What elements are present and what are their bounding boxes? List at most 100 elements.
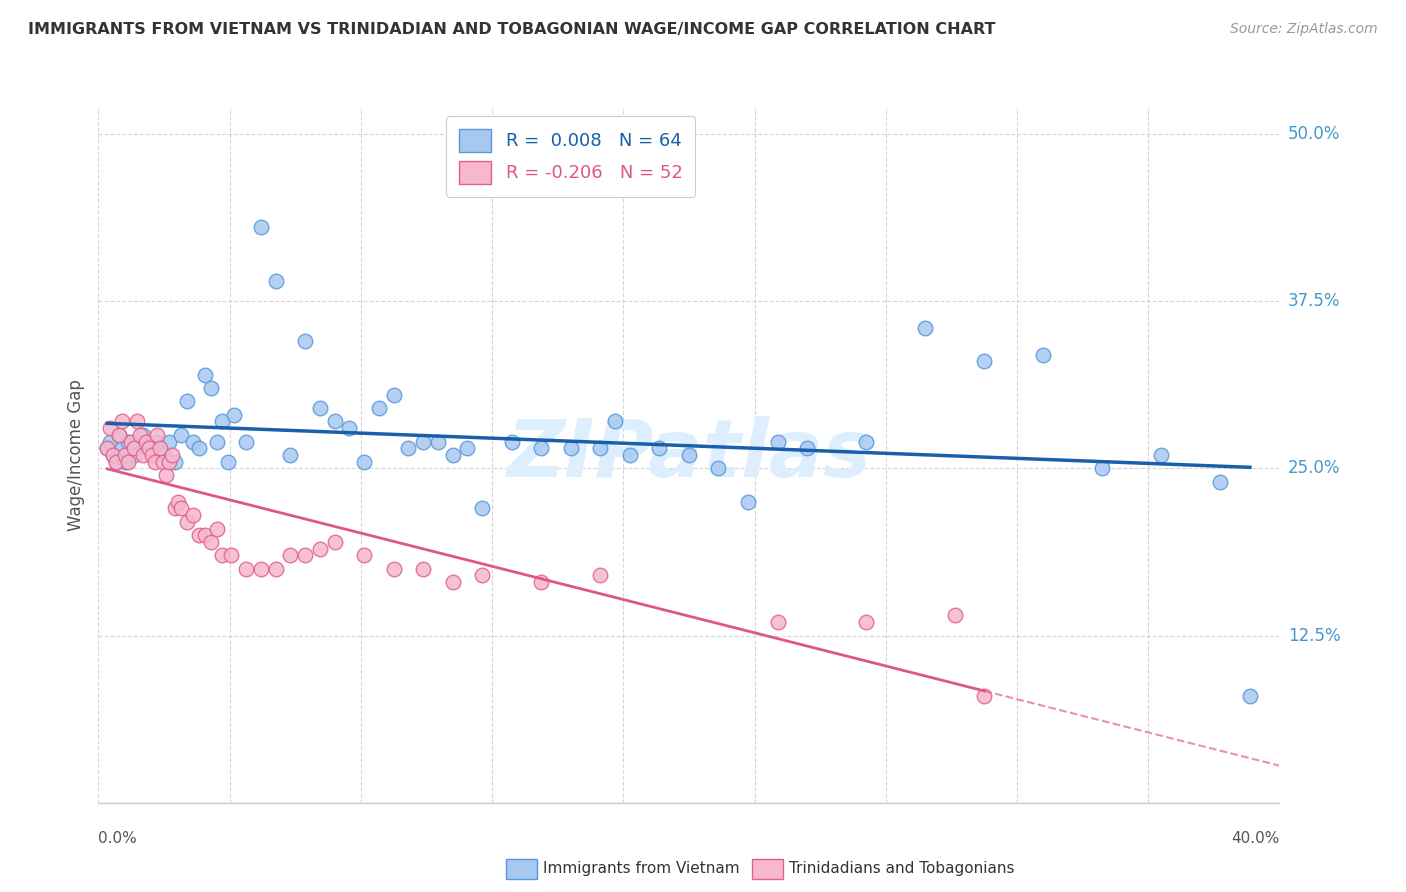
- Point: [152, 448, 174, 462]
- Point: [323, 415, 346, 429]
- Point: [114, 448, 136, 462]
- Point: [973, 354, 995, 368]
- Point: [211, 548, 233, 563]
- Point: [125, 415, 148, 429]
- Point: [165, 455, 187, 469]
- Point: [114, 455, 136, 469]
- Point: [707, 461, 730, 475]
- Point: [176, 515, 198, 529]
- Text: IMMIGRANTS FROM VIETNAM VS TRINIDADIAN AND TOBAGONIAN WAGE/INCOME GAP CORRELATIO: IMMIGRANTS FROM VIETNAM VS TRINIDADIAN A…: [28, 22, 995, 37]
- Point: [471, 501, 494, 516]
- Point: [103, 448, 125, 462]
- Point: [309, 401, 332, 416]
- Point: [96, 442, 118, 456]
- Point: [146, 428, 169, 442]
- Point: [855, 434, 877, 449]
- Point: [98, 421, 121, 435]
- Point: [135, 434, 157, 449]
- Point: [146, 434, 169, 449]
- Point: [125, 434, 148, 449]
- Point: [605, 415, 627, 429]
- Text: 12.5%: 12.5%: [1288, 626, 1340, 645]
- Point: [205, 521, 228, 535]
- Point: [181, 508, 204, 523]
- Point: [187, 442, 209, 456]
- Point: [855, 615, 877, 630]
- Point: [96, 442, 118, 456]
- Point: [108, 428, 131, 442]
- Point: [382, 388, 405, 402]
- Text: Trinidadians and Tobagonians: Trinidadians and Tobagonians: [789, 862, 1014, 876]
- Point: [1150, 448, 1173, 462]
- Text: 37.5%: 37.5%: [1288, 292, 1340, 310]
- Point: [122, 442, 145, 456]
- Point: [194, 368, 217, 382]
- Text: Source: ZipAtlas.com: Source: ZipAtlas.com: [1230, 22, 1378, 37]
- Point: [766, 615, 789, 630]
- Point: [501, 434, 523, 449]
- Point: [235, 434, 257, 449]
- Point: [205, 434, 228, 449]
- Point: [412, 434, 434, 449]
- Text: Immigrants from Vietnam: Immigrants from Vietnam: [543, 862, 740, 876]
- Point: [456, 442, 478, 456]
- Point: [170, 501, 193, 516]
- Point: [796, 442, 818, 456]
- Point: [619, 448, 641, 462]
- Point: [194, 528, 217, 542]
- Point: [165, 501, 187, 516]
- Point: [120, 434, 142, 449]
- Point: [589, 568, 612, 582]
- Point: [219, 548, 242, 563]
- Point: [108, 428, 131, 442]
- Point: [152, 455, 174, 469]
- Text: 0.0%: 0.0%: [98, 830, 138, 846]
- Point: [973, 689, 995, 703]
- Point: [530, 575, 553, 590]
- Point: [396, 442, 419, 456]
- Point: [122, 448, 145, 462]
- Point: [128, 428, 150, 442]
- Point: [278, 448, 302, 462]
- Text: 40.0%: 40.0%: [1232, 830, 1279, 846]
- Point: [235, 562, 257, 576]
- Point: [323, 535, 346, 549]
- Point: [135, 442, 157, 456]
- Point: [382, 562, 405, 576]
- Point: [353, 548, 375, 563]
- Point: [412, 562, 434, 576]
- Point: [103, 448, 125, 462]
- Point: [337, 421, 360, 435]
- Point: [294, 334, 316, 349]
- Point: [105, 455, 128, 469]
- Point: [1239, 689, 1261, 703]
- Point: [155, 468, 177, 483]
- Point: [170, 428, 193, 442]
- Point: [1091, 461, 1114, 475]
- Point: [132, 448, 155, 462]
- Point: [157, 434, 180, 449]
- Point: [157, 455, 180, 469]
- Point: [181, 434, 204, 449]
- Point: [224, 408, 246, 422]
- Point: [427, 434, 450, 449]
- Point: [117, 455, 139, 469]
- Point: [309, 541, 332, 556]
- Point: [441, 448, 464, 462]
- Point: [766, 434, 789, 449]
- Point: [1032, 348, 1054, 362]
- Point: [167, 494, 190, 508]
- Text: 25.0%: 25.0%: [1288, 459, 1340, 477]
- Point: [250, 562, 273, 576]
- Point: [162, 448, 183, 462]
- Text: 50.0%: 50.0%: [1288, 125, 1340, 143]
- Point: [264, 562, 287, 576]
- Point: [138, 442, 160, 456]
- Point: [250, 220, 273, 235]
- Point: [141, 442, 163, 456]
- Point: [141, 448, 163, 462]
- Point: [441, 575, 464, 590]
- Point: [278, 548, 302, 563]
- Text: ZIPatlas: ZIPatlas: [506, 416, 872, 494]
- Point: [111, 415, 134, 429]
